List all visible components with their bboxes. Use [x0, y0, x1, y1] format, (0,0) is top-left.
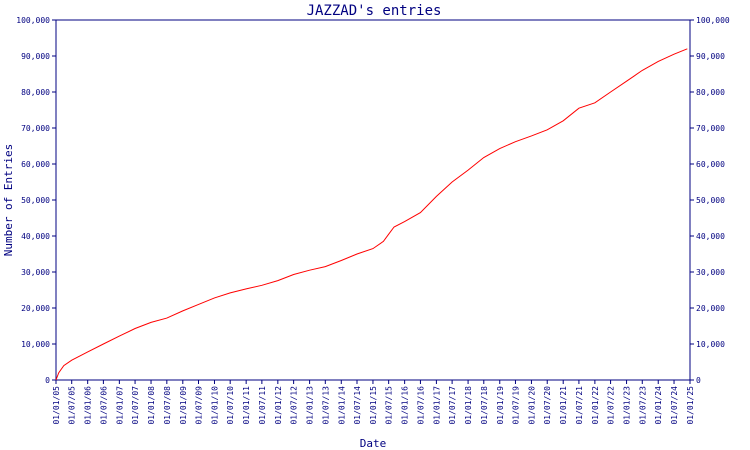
series-line: [55, 48, 688, 381]
y-axis-left: 0 10,000 20,000 30,000 40,000 50,000 60,000 70,…: [16, 16, 56, 385]
x-tick-label: 01/01/20: [527, 386, 536, 425]
y-tick-label-left: 20,000: [21, 304, 50, 313]
x-tick-label: 01/07/24: [670, 386, 679, 425]
x-tick-label: 01/07/08: [163, 386, 172, 425]
y-tick-label-right: 60,000: [696, 160, 725, 169]
x-tick-label: 01/07/23: [638, 386, 647, 425]
y-tick-label-left: 70,000: [21, 124, 50, 133]
x-tick-label: 01/07/13: [321, 386, 330, 425]
x-tick-label: 01/07/17: [448, 386, 457, 425]
y-tick-label-left: 50,000: [21, 196, 50, 205]
x-tick-label: 01/01/12: [274, 386, 283, 425]
x-tick-label: 01/07/20: [543, 386, 552, 425]
y-tick-label-left: 40,000: [21, 232, 50, 241]
y-axis-right: 0 10,000 20,000 30,000 40,000 50,000 60,000 70,…: [690, 16, 730, 385]
y-tick-label-right: 30,000: [696, 268, 725, 277]
x-tick-label: 01/01/17: [432, 386, 441, 425]
x-tick-label: 01/07/06: [99, 386, 108, 425]
series-layer: [55, 48, 688, 381]
x-axis: 01/01/05 01/07/05 01/01/06 01/07/06 01/01/07…: [52, 380, 695, 425]
x-tick-label: 01/07/14: [353, 386, 362, 425]
y-tick-label-left: 100,000: [16, 16, 50, 25]
x-tick-label: 01/01/21: [559, 386, 568, 425]
x-tick-label: 01/01/16: [401, 386, 410, 425]
x-tick-label: 01/07/18: [480, 386, 489, 425]
x-tick-label: 01/07/15: [385, 386, 394, 425]
x-tick-label: 01/01/08: [147, 386, 156, 425]
x-tick-label: 01/07/22: [607, 386, 616, 425]
y-tick-label-left: 10,000: [21, 340, 50, 349]
y-tick-label-right: 0: [696, 376, 701, 385]
y-tick-label-left: 80,000: [21, 88, 50, 97]
x-tick-label: 01/01/22: [591, 386, 600, 425]
y-tick-label-right: 80,000: [696, 88, 725, 97]
y-tick-label-right: 70,000: [696, 124, 725, 133]
x-axis-label: Date: [360, 437, 387, 450]
x-tick-label: 01/07/10: [226, 386, 235, 425]
x-tick-label: 01/07/07: [131, 386, 140, 425]
x-tick-label: 01/01/25: [686, 386, 695, 425]
plot-area: [55, 19, 691, 381]
x-tick-label: 01/07/09: [195, 386, 204, 425]
y-tick-label-right: 10,000: [696, 340, 725, 349]
x-tick-label: 01/01/13: [306, 386, 315, 425]
x-tick-label: 01/07/05: [68, 386, 77, 425]
x-tick-label: 01/01/19: [496, 386, 505, 425]
x-tick-label: 01/01/18: [464, 386, 473, 425]
x-tick-label: 01/01/24: [654, 386, 663, 425]
x-tick-label: 01/01/15: [369, 386, 378, 425]
y-tick-label-right: 100,000: [696, 16, 730, 25]
x-tick-label: 01/01/07: [115, 386, 124, 425]
y-tick-label-left: 30,000: [21, 268, 50, 277]
x-tick-label: 01/07/19: [511, 386, 520, 425]
x-tick-label: 01/07/21: [575, 386, 584, 425]
chart-title: JAZZAD's entries: [307, 3, 442, 19]
x-tick-label: 01/01/06: [84, 386, 93, 425]
y-tick-label-right: 50,000: [696, 196, 725, 205]
y-tick-label-right: 40,000: [696, 232, 725, 241]
plot-frame: [55, 19, 691, 381]
x-tick-label: 01/01/05: [52, 386, 61, 425]
y-axis-label: Number of Entries: [2, 144, 15, 257]
x-tick-label: 01/01/14: [337, 386, 346, 425]
y-tick-label-left: 90,000: [21, 52, 50, 61]
x-tick-label: 01/07/12: [290, 386, 299, 425]
x-tick-label: 01/07/11: [258, 386, 267, 425]
x-tick-label: 01/01/10: [210, 386, 219, 425]
x-tick-label: 01/01/23: [623, 386, 632, 425]
x-tick-label: 01/01/11: [242, 386, 251, 425]
y-tick-label-right: 90,000: [696, 52, 725, 61]
x-tick-label: 01/07/16: [416, 386, 425, 425]
y-tick-label-left: 60,000: [21, 160, 50, 169]
y-tick-label-left: 0: [45, 376, 50, 385]
x-tick-label: 01/01/09: [179, 386, 188, 425]
y-tick-label-right: 20,000: [696, 304, 725, 313]
